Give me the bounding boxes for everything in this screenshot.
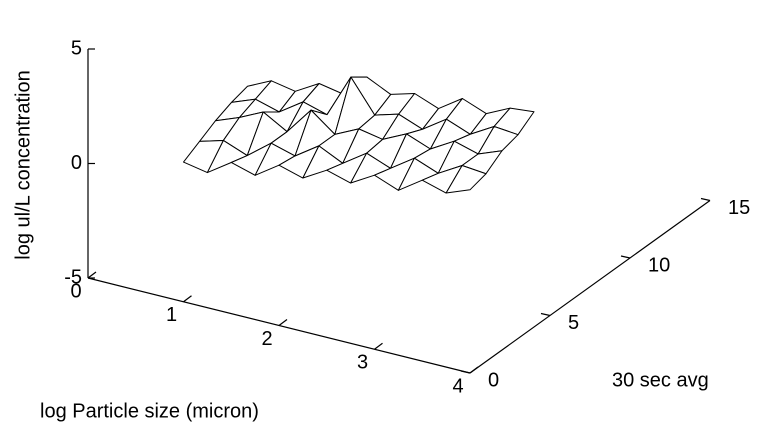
y-tick-label: 5 bbox=[568, 312, 579, 334]
z-tick-label: -5 bbox=[64, 266, 82, 288]
x-tick-label: 0 bbox=[70, 280, 81, 302]
y-tick bbox=[460, 370, 471, 374]
z-tick-label: 0 bbox=[71, 152, 82, 174]
z-axis-label: log ul/L concentration bbox=[12, 70, 34, 259]
x-axis-label: log Particle size (micron) bbox=[40, 400, 259, 422]
x-tick bbox=[87, 271, 97, 279]
y-tick bbox=[540, 312, 551, 317]
y-tick bbox=[700, 197, 711, 202]
surface-cell bbox=[445, 164, 487, 194]
x-tick-label: 4 bbox=[452, 375, 463, 397]
x-tick bbox=[469, 366, 479, 374]
y-axis bbox=[469, 200, 711, 374]
y-tick-label: 10 bbox=[648, 254, 670, 276]
y-tick-label: 0 bbox=[488, 369, 499, 391]
x-tick bbox=[278, 319, 288, 326]
x-tick-label: 3 bbox=[357, 352, 368, 374]
y-tick bbox=[620, 255, 631, 259]
x-tick bbox=[374, 342, 383, 350]
x-tick bbox=[183, 295, 192, 303]
x-tick-label: 2 bbox=[261, 328, 272, 350]
y-tick-label: 15 bbox=[728, 197, 750, 219]
y-axis-label: 30 sec avg bbox=[612, 369, 709, 391]
x-tick-label: 1 bbox=[166, 304, 177, 326]
z-tick-label: 5 bbox=[71, 37, 82, 59]
